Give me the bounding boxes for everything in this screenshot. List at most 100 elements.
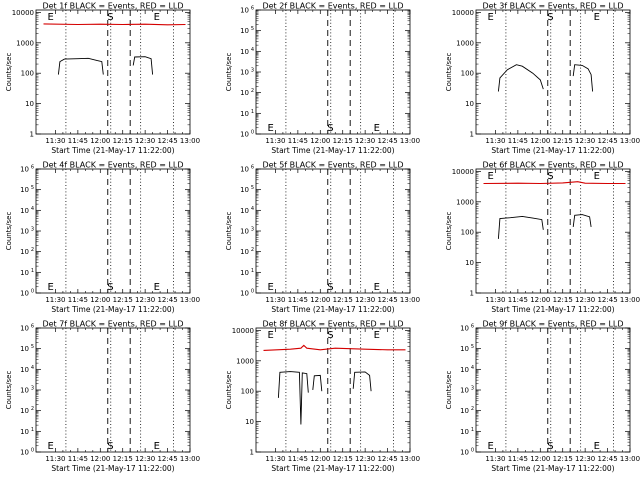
- x-tick-label: 13:00: [400, 137, 420, 145]
- y-axis-label: Counts/sec: [5, 371, 13, 410]
- y-tick-label: 10: [20, 325, 29, 333]
- plot-frame: [255, 9, 411, 135]
- y-tick-label: 10: [240, 89, 249, 97]
- x-axis-label: Start Time (21-May-17 11:22:00): [271, 146, 394, 155]
- x-tick-label: 12:45: [597, 455, 617, 463]
- plot-frame: [255, 327, 411, 453]
- x-tick-label: 12:15: [333, 455, 353, 463]
- x-tick-label: 12:00: [90, 455, 110, 463]
- panel-title: Det 9f BLACK = Events, RED = LLD: [482, 320, 623, 329]
- event-letter: E: [154, 12, 160, 23]
- lld-line: [43, 23, 186, 26]
- y-tick-label: 10000: [452, 168, 474, 176]
- x-tick-label: 11:45: [508, 296, 528, 304]
- x-tick-label: 11:30: [45, 296, 65, 304]
- event-letter: E: [594, 171, 600, 182]
- x-tick-label: 12:45: [157, 296, 177, 304]
- panel-title: Det 3f BLACK = Events, RED = LLD: [482, 2, 623, 11]
- y-tick-exponent: 2: [31, 247, 34, 253]
- x-tick-label: 12:00: [530, 137, 550, 145]
- y-tick-label: 10: [240, 166, 249, 174]
- y-tick-exponent: 1: [471, 427, 474, 433]
- y-tick-exponent: 4: [31, 365, 34, 371]
- x-tick-label: 13:00: [400, 296, 420, 304]
- event-letter: E: [267, 282, 273, 293]
- y-tick-exponent: 6: [31, 324, 34, 330]
- plot-frame: [35, 168, 191, 294]
- y-tick-label: 10000: [12, 9, 34, 17]
- lld-line: [483, 181, 626, 185]
- x-tick-label: 12:00: [90, 296, 110, 304]
- x-tick-label: 12:15: [113, 137, 133, 145]
- y-axis-label: Counts/sec: [445, 371, 453, 410]
- y-tick-label: 10: [20, 166, 29, 174]
- y-tick-label: 10: [25, 100, 34, 108]
- plot-frame: [475, 327, 631, 453]
- x-axis-label: Start Time (21-May-17 11:22:00): [491, 146, 614, 155]
- y-tick-exponent: 6: [251, 6, 254, 12]
- x-tick-label: 13:00: [180, 455, 200, 463]
- x-tick-label: 13:00: [400, 455, 420, 463]
- panel-title: Det 7f BLACK = Events, RED = LLD: [42, 320, 183, 329]
- events-line: [132, 56, 154, 75]
- x-axis-label: Start Time (21-May-17 11:22:00): [491, 464, 614, 473]
- event-letter: E: [594, 12, 600, 23]
- panel-title: Det 1f BLACK = Events, RED = LLD: [42, 2, 183, 11]
- y-tick-label: 10: [465, 100, 474, 108]
- x-tick-label: 12:30: [355, 137, 375, 145]
- event-letter: E: [47, 441, 53, 452]
- y-tick-exponent: 3: [31, 227, 34, 233]
- event-letter: S: [107, 441, 113, 452]
- x-tick-label: 12:45: [377, 137, 397, 145]
- x-axis-label: Start Time (21-May-17 11:22:00): [51, 305, 174, 314]
- y-tick-exponent: 3: [251, 227, 254, 233]
- x-tick-label: 12:45: [377, 296, 397, 304]
- x-tick-label: 13:00: [180, 137, 200, 145]
- panel-title: Det 6f BLACK = Events, RED = LLD: [482, 161, 623, 170]
- y-axis-label: Counts/sec: [225, 212, 233, 251]
- y-tick-exponent: 1: [251, 268, 254, 274]
- x-tick-label: 12:00: [90, 137, 110, 145]
- y-tick-label: 10: [465, 259, 474, 267]
- y-tick-label: 1: [470, 290, 474, 298]
- detector-panel: Det 6f BLACK = Events, RED = LLD Counts/s…: [445, 161, 640, 315]
- events-line: [497, 215, 544, 239]
- event-letter: S: [547, 441, 553, 452]
- x-tick-label: 12:15: [553, 296, 573, 304]
- y-axis-label: Counts/sec: [225, 53, 233, 92]
- x-tick-label: 12:45: [157, 137, 177, 145]
- x-tick-label: 11:30: [45, 455, 65, 463]
- y-axis-label: Counts/sec: [445, 53, 453, 92]
- event-letter: E: [487, 12, 493, 23]
- y-tick-label: 10: [460, 407, 469, 415]
- events-line: [312, 374, 323, 392]
- event-letter: E: [267, 123, 273, 134]
- y-tick-exponent: 2: [471, 406, 474, 412]
- x-tick-label: 11:45: [288, 296, 308, 304]
- y-tick-label: 100: [241, 388, 254, 396]
- event-letter: E: [487, 441, 493, 452]
- x-tick-label: 11:45: [68, 455, 88, 463]
- y-tick-label: 10: [240, 48, 249, 56]
- x-tick-label: 13:00: [620, 296, 640, 304]
- x-tick-label: 11:45: [288, 455, 308, 463]
- y-tick-label: 10: [20, 449, 29, 457]
- event-letter: S: [107, 282, 113, 293]
- x-tick-label: 12:30: [575, 137, 595, 145]
- y-tick-exponent: 1: [31, 427, 34, 433]
- y-tick-label: 10: [240, 131, 249, 139]
- x-tick-label: 12:30: [355, 296, 375, 304]
- y-tick-label: 10: [20, 407, 29, 415]
- x-tick-label: 12:00: [310, 296, 330, 304]
- x-tick-label: 11:45: [288, 137, 308, 145]
- y-tick-label: 10000: [452, 9, 474, 17]
- x-axis-label: Start Time (21-May-17 11:22:00): [51, 146, 174, 155]
- y-tick-exponent: 0: [31, 448, 34, 454]
- y-tick-exponent: 6: [31, 165, 34, 171]
- detector-panel: Det 2f BLACK = Events, RED = LLD Counts/s…: [225, 2, 420, 156]
- x-axis-label: Start Time (21-May-17 11:22:00): [491, 305, 614, 314]
- y-tick-label: 10: [20, 207, 29, 215]
- y-axis-label: Counts/sec: [445, 212, 453, 251]
- y-tick-exponent: 2: [31, 406, 34, 412]
